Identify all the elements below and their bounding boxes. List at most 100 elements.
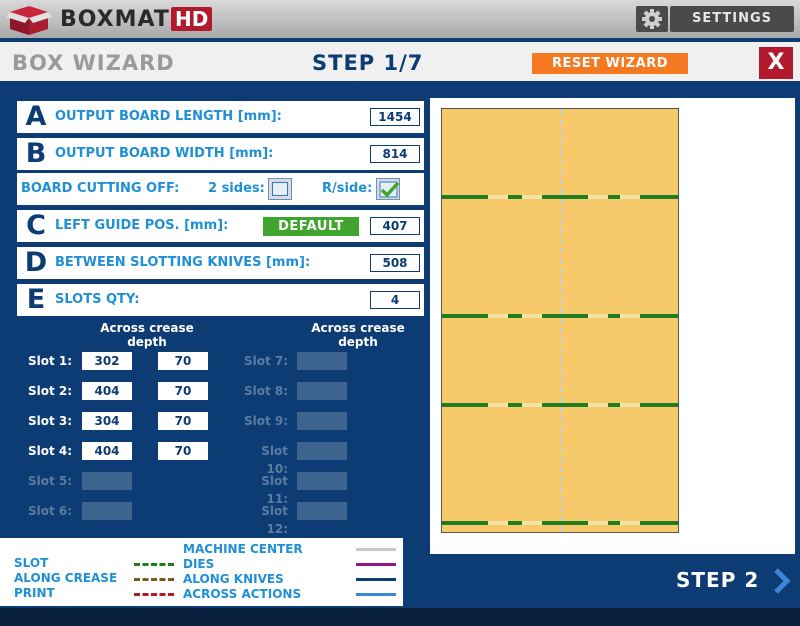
param-label: OUTPUT BOARD WIDTH [mm]: xyxy=(55,146,274,161)
param-row-b: B OUTPUT BOARD WIDTH [mm]: 814 xyxy=(17,138,424,170)
slot-mark xyxy=(488,195,508,199)
across-header-1: Across crease depth xyxy=(92,321,202,349)
machine-center-line xyxy=(560,109,562,532)
slot-mark xyxy=(620,521,640,525)
slot-mark xyxy=(488,314,508,318)
settings-button[interactable]: SETTINGS xyxy=(670,6,794,32)
page-title: BOX WIZARD xyxy=(12,51,175,75)
checkbox-box xyxy=(272,182,288,196)
slot-12-across-input[interactable] xyxy=(297,502,347,520)
param-row-cutting: BOARD CUTTING OFF: 2 sides: R/side: xyxy=(17,173,424,205)
param-row-d: D BETWEEN SLOTTING KNIVES [mm]: 508 xyxy=(17,247,424,279)
top-bar: BOXMAT HD SETTINGS xyxy=(0,0,800,40)
header-line: depth xyxy=(338,335,378,349)
slot-label: Slot 4: xyxy=(27,444,72,458)
slot-2-depth-input[interactable]: 70 xyxy=(158,382,208,400)
slot-label: Slot 10: xyxy=(261,444,288,476)
header-line: Across crease xyxy=(311,321,405,335)
slot-mark xyxy=(620,314,640,318)
gear-icon xyxy=(642,9,662,29)
crease-line xyxy=(442,195,678,199)
gear-button[interactable] xyxy=(636,6,668,32)
board-length-input[interactable]: 1454 xyxy=(370,108,420,126)
slots-qty-input[interactable]: 4 xyxy=(370,291,420,309)
legend-along-knives-swatch xyxy=(356,578,396,581)
default-button[interactable]: DEFAULT xyxy=(263,217,359,236)
bottom-bar xyxy=(0,608,800,626)
step-indicator: STEP 1/7 xyxy=(312,51,424,75)
legend-machine-center-label: MACHINE CENTER xyxy=(183,542,303,556)
slot-1-depth-input[interactable]: 70 xyxy=(158,352,208,370)
legend-dies-label: DIES xyxy=(183,557,215,571)
board-shape xyxy=(441,108,679,533)
slot-7-across-input[interactable] xyxy=(297,352,347,370)
cutting-label: BOARD CUTTING OFF: xyxy=(21,181,180,196)
legend-along-crease-label: ALONG CREASE xyxy=(14,571,118,585)
slot-mark xyxy=(522,521,542,525)
slot-10-across-input[interactable] xyxy=(297,442,347,460)
slot-label: Slot 2: xyxy=(27,384,72,398)
slot-label: Slot 12: xyxy=(261,504,288,536)
right-side-checkbox[interactable] xyxy=(376,178,400,200)
board-width-input[interactable]: 814 xyxy=(370,145,420,163)
slot-4-across-input[interactable]: 404 xyxy=(82,442,132,460)
legend-along-knives-label: ALONG KNIVES xyxy=(183,572,284,586)
param-label: BETWEEN SLOTTING KNIVES [mm]: xyxy=(55,255,311,270)
crease-line xyxy=(442,521,678,525)
slot-mark xyxy=(588,403,608,407)
reset-wizard-button[interactable]: RESET WIZARD xyxy=(532,53,688,74)
slot-11-across-input[interactable] xyxy=(297,472,347,490)
slot-2-across-input[interactable]: 404 xyxy=(82,382,132,400)
slot-label: Slot 9: xyxy=(243,414,288,428)
param-label: OUTPUT BOARD LENGTH [mm]: xyxy=(55,109,282,124)
legend-slot-label: SLOT xyxy=(14,556,49,570)
param-row-a: A OUTPUT BOARD LENGTH [mm]: 1454 xyxy=(17,101,424,133)
checkmark-icon xyxy=(379,181,400,198)
slot-mark xyxy=(522,195,542,199)
two-sides-checkbox[interactable] xyxy=(268,178,292,200)
slot-3-depth-input[interactable]: 70 xyxy=(158,412,208,430)
left-guide-input[interactable]: 407 xyxy=(370,217,420,235)
param-letter: B xyxy=(25,138,47,169)
crease-line xyxy=(442,403,678,407)
title-bar: BOX WIZARD STEP 1/7 RESET WIZARD X xyxy=(0,42,800,84)
right-side-label: R/side: xyxy=(322,181,373,196)
slot-mark xyxy=(522,403,542,407)
slot-mark xyxy=(522,314,542,318)
slot-1-across-input[interactable]: 302 xyxy=(82,352,132,370)
brand-hd-badge: HD xyxy=(171,7,213,31)
next-step-button[interactable]: STEP 2 xyxy=(676,568,760,592)
param-letter: E xyxy=(26,284,46,315)
slot-mark xyxy=(588,195,608,199)
legend-across-actions-swatch xyxy=(356,593,396,596)
legend-machine-center-swatch xyxy=(356,548,396,551)
slot-label: Slot 6: xyxy=(27,504,72,518)
param-letter: C xyxy=(26,210,46,241)
header-line: depth xyxy=(127,335,167,349)
slot-mark xyxy=(588,314,608,318)
slot-label: Slot 8: xyxy=(243,384,288,398)
close-button[interactable]: X xyxy=(759,47,793,79)
legend: SLOT ALONG CREASE PRINT MACHINE CENTER D… xyxy=(0,538,403,606)
slot-mark xyxy=(588,521,608,525)
slot-4-depth-input[interactable]: 70 xyxy=(158,442,208,460)
slot-label: Slot 1: xyxy=(27,354,72,368)
param-label: SLOTS QTY: xyxy=(55,292,140,307)
two-sides-label: 2 sides: xyxy=(208,181,265,196)
slot-5-across-input[interactable] xyxy=(82,472,132,490)
param-letter: D xyxy=(24,247,48,278)
slot-9-across-input[interactable] xyxy=(297,412,347,430)
slot-label: Slot 7: xyxy=(243,354,288,368)
slot-label: Slot 3: xyxy=(27,414,72,428)
box-logo-icon xyxy=(6,6,52,35)
slot-6-across-input[interactable] xyxy=(82,502,132,520)
legend-along-crease-swatch xyxy=(134,578,174,581)
slot-8-across-input[interactable] xyxy=(297,382,347,400)
crease-line xyxy=(442,314,678,318)
slot-mark xyxy=(488,521,508,525)
slot-3-across-input[interactable]: 304 xyxy=(82,412,132,430)
chevron-right-icon[interactable] xyxy=(770,566,794,596)
header-line: Across crease xyxy=(100,321,194,335)
knives-distance-input[interactable]: 508 xyxy=(370,254,420,272)
slot-mark xyxy=(620,195,640,199)
